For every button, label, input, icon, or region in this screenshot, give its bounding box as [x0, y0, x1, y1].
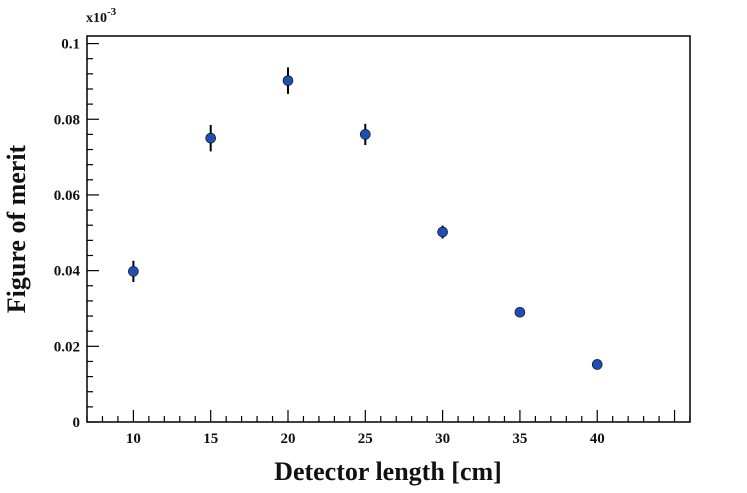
y-axis-title: Figure of merit: [2, 144, 31, 313]
x-axis-title: Detector length [cm]: [274, 457, 502, 486]
plot-frame: [86, 35, 691, 423]
y-axis-multiplier-exponent: -3: [107, 6, 117, 18]
data-point: [514, 306, 526, 318]
y-tick-label: 0.02: [54, 339, 80, 355]
x-tick-label: 20: [281, 431, 296, 447]
x-tick-label: 10: [126, 431, 141, 447]
data-point: [282, 75, 294, 86]
x-tick-label: 15: [203, 431, 218, 447]
y-tick-label: 0: [73, 415, 81, 431]
y-axis-tick-labels: 0 0.02 0.04 0.06 0.08 0.1: [54, 37, 81, 431]
x-tick-label: 25: [358, 431, 373, 447]
y-tick-label: 0.04: [54, 264, 81, 280]
data-point: [437, 226, 448, 238]
data-point: [205, 132, 216, 144]
x-axis-tick-labels: 10 15 20 25 30 35 40: [126, 431, 605, 447]
y-tick-label: 0.1: [61, 37, 80, 53]
x-tick-label: 40: [590, 431, 605, 447]
y-axis-ticks: [87, 42, 99, 423]
data-point: [128, 266, 139, 277]
data-point: [360, 129, 371, 140]
y-tick-label: 0.08: [54, 112, 80, 128]
x-tick-label: 35: [512, 431, 527, 447]
y-axis-multiplier-base: x10: [86, 11, 107, 26]
y-axis-multiplier: x10-3: [86, 6, 117, 26]
data-point: [591, 359, 603, 370]
x-axis-ticks: [86, 410, 691, 422]
x-tick-label: 30: [435, 431, 450, 447]
data-points: [128, 67, 603, 370]
y-tick-label: 0.06: [54, 188, 81, 204]
